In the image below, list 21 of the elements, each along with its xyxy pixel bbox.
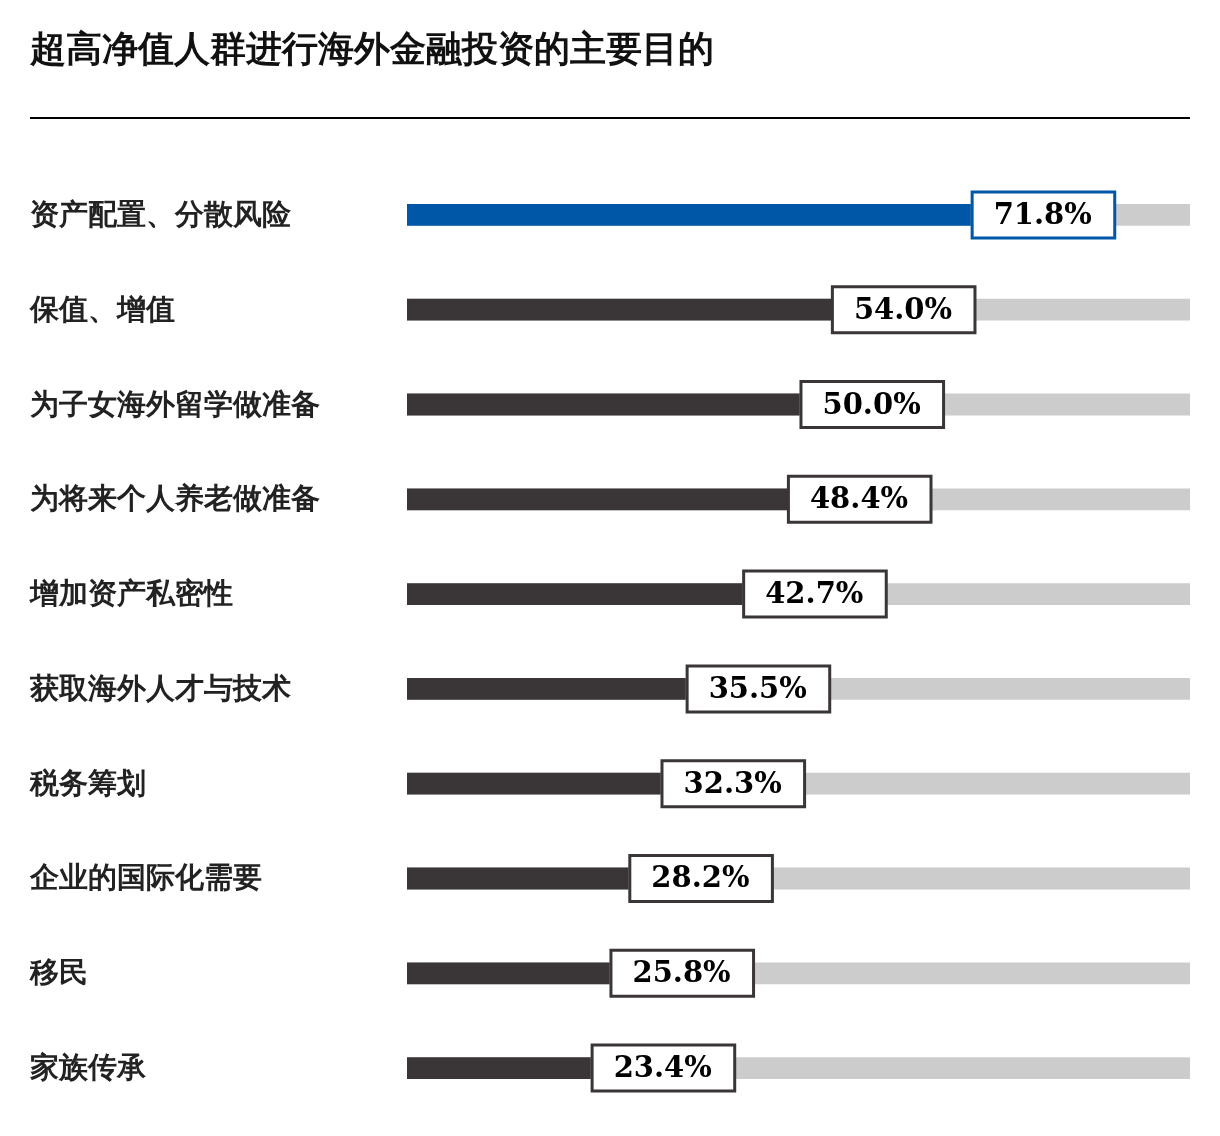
y-tick-label: 移民 xyxy=(29,955,88,990)
data-label: 28.2% xyxy=(651,860,750,895)
data-label: 32.3% xyxy=(683,765,782,800)
data-label: 42.7% xyxy=(765,576,864,611)
y-tick-label: 税务筹划 xyxy=(29,765,146,800)
data-label: 23.4% xyxy=(613,1050,712,1085)
data-label: 71.8% xyxy=(993,196,1092,231)
data-label: 54.0% xyxy=(853,291,953,326)
y-tick-label: 家族传承 xyxy=(29,1050,147,1085)
y-tick-label: 增加资产私密性 xyxy=(28,576,233,611)
chart-title: 超高净值人群进行海外金融投资的主要目的 xyxy=(29,28,714,69)
y-tick-label: 为子女海外留学做准备 xyxy=(30,386,320,421)
data-label: 25.8% xyxy=(632,955,731,990)
data-label: 35.5% xyxy=(708,670,807,705)
y-tick-label: 保值、增值 xyxy=(29,291,175,326)
y-tick-label: 企业的国际化需要 xyxy=(29,860,262,895)
y-tick-label: 为将来个人养老做准备 xyxy=(30,481,320,516)
y-tick-label: 获取海外人才与技术 xyxy=(29,670,291,705)
data-label: 48.4% xyxy=(809,481,909,516)
data-label: 50.0% xyxy=(822,386,921,421)
y-tick-label: 资产配置、分散风险 xyxy=(30,196,292,231)
